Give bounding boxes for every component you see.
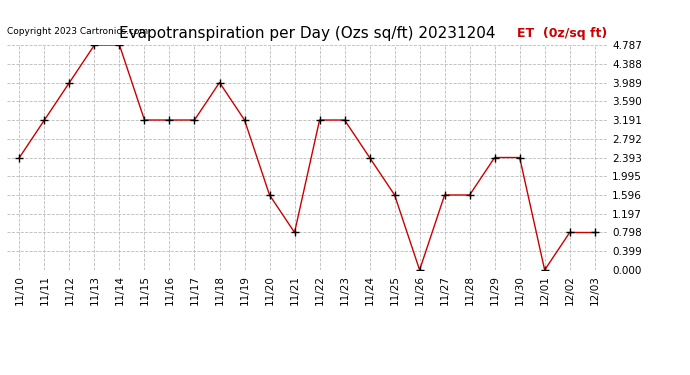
Point [39,117,50,123]
Point [139,117,150,123]
Point [564,230,575,236]
Title: Evapotranspiration per Day (Ozs sq/ft) 20231204: Evapotranspiration per Day (Ozs sq/ft) 2… [119,26,495,41]
Point [389,192,400,198]
Text: ET  (0z/sq ft): ET (0z/sq ft) [517,27,607,40]
Point [514,154,525,160]
Point [189,117,200,123]
Point [89,42,100,48]
Point [264,192,275,198]
Point [439,192,450,198]
Point [589,230,600,236]
Point [339,117,350,123]
Point [489,154,500,160]
Point [114,42,125,48]
Point [314,117,325,123]
Point [14,154,25,160]
Point [64,80,75,86]
Point [364,154,375,160]
Point [289,230,300,236]
Point [239,117,250,123]
Point [464,192,475,198]
Point [214,80,225,86]
Text: Copyright 2023 Cartronics.com: Copyright 2023 Cartronics.com [7,27,148,36]
Point [539,267,550,273]
Point [164,117,175,123]
Point [414,267,425,273]
